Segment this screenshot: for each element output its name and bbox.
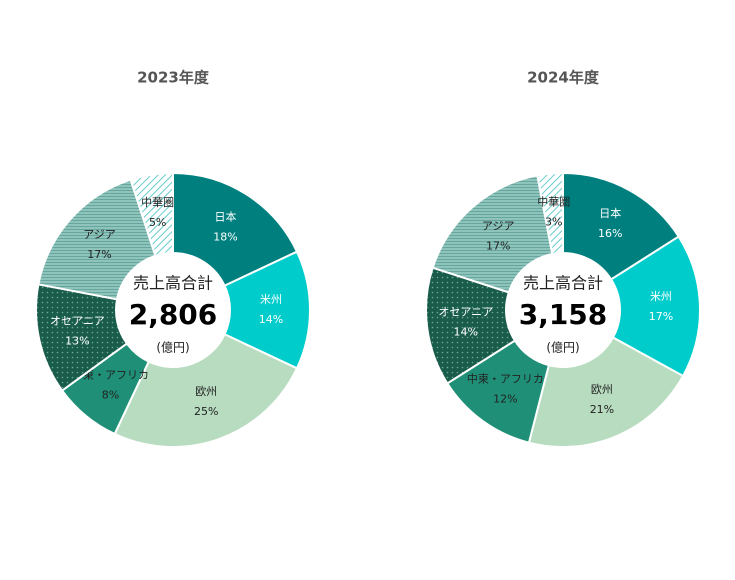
slice-value-label: 3% — [545, 215, 562, 228]
slice-value-label: 17% — [649, 310, 673, 323]
slice-label: 欧州 — [195, 385, 217, 398]
center-label: 売上高合計 — [133, 274, 213, 293]
donut-slice — [172, 171, 299, 288]
donut-slice — [37, 178, 157, 301]
center-label: 売上高合計 — [523, 274, 603, 293]
slice-value-label: 17% — [486, 239, 510, 252]
slice-label: 日本 — [599, 206, 621, 220]
slice-value-label: 14% — [259, 313, 283, 326]
donut-slice — [527, 336, 685, 448]
donut-slice — [562, 171, 681, 281]
donut-slice — [609, 235, 701, 378]
donut-slice — [113, 332, 299, 448]
chart-title: 2024年度 — [527, 69, 600, 87]
slice-value-label: 5% — [149, 216, 166, 229]
slice-value-label: 13% — [65, 334, 89, 347]
slice-value-label: 21% — [590, 403, 614, 416]
slice-value-label: 18% — [213, 230, 237, 243]
center-unit: (億円) — [156, 341, 189, 355]
donut-hole — [507, 254, 619, 366]
slice-value-label: 17% — [87, 248, 111, 261]
slice-value-label: 8% — [102, 389, 119, 402]
center-value: 3,158 — [519, 298, 608, 331]
slice-label: 日本 — [215, 209, 237, 223]
chart-title: 2023年度 — [137, 69, 210, 87]
donut-slice — [223, 250, 311, 370]
slice-label: 米州 — [650, 290, 672, 303]
slice-label: 欧州 — [591, 383, 613, 396]
slice-label: 中東・アフリカ — [467, 372, 544, 385]
slice-label: 中東・アフリカ — [72, 369, 149, 382]
slice-label: 中華圏 — [537, 195, 570, 208]
slice-value-label: 12% — [493, 392, 517, 405]
center-value: 2,806 — [129, 298, 218, 331]
donut-hole — [117, 254, 229, 366]
slice-value-label: 16% — [598, 227, 622, 240]
donut-slice — [129, 171, 174, 258]
center-unit: (億円) — [546, 341, 579, 355]
slice-label: オセアニア — [438, 305, 493, 318]
donut-slice — [536, 171, 564, 256]
slice-value-label: 25% — [194, 405, 218, 418]
slice-label: アジア — [83, 228, 116, 241]
donut-slice — [431, 174, 554, 294]
donut-slice — [425, 266, 517, 385]
slice-label: アジア — [482, 219, 515, 232]
slice-label: 中華圏 — [141, 196, 174, 209]
slice-value-label: 14% — [454, 325, 478, 338]
slice-label: オセアニア — [50, 314, 105, 327]
slice-label: 米州 — [260, 293, 282, 306]
